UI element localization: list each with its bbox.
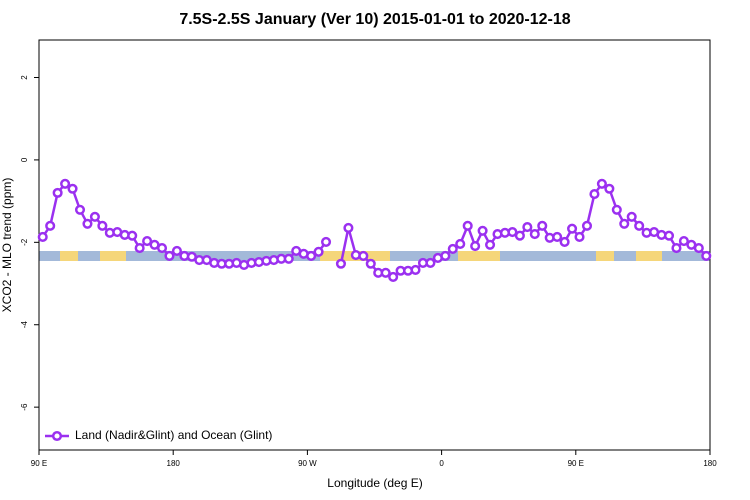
point xyxy=(425,257,436,268)
point xyxy=(388,271,399,282)
point xyxy=(440,250,451,261)
point xyxy=(589,189,600,200)
point xyxy=(380,267,391,278)
point xyxy=(142,236,153,247)
point xyxy=(537,220,548,231)
land-band xyxy=(60,251,78,261)
point xyxy=(455,238,466,250)
y-axis-label: XCO2 - MLO trend (ppm) xyxy=(0,178,14,313)
point xyxy=(626,211,637,222)
point xyxy=(89,211,100,222)
point xyxy=(45,220,56,231)
land-band xyxy=(100,251,126,261)
y-tick-label: -4 xyxy=(20,321,29,329)
legend-marker xyxy=(51,430,63,442)
point xyxy=(97,220,108,231)
point xyxy=(567,223,578,234)
point xyxy=(447,243,458,254)
x-tick-label: 0 xyxy=(439,459,444,468)
point xyxy=(343,222,354,233)
point xyxy=(604,183,615,194)
point xyxy=(522,222,533,233)
point xyxy=(619,218,630,229)
x-tick-label: 180 xyxy=(703,459,717,468)
y-tick-label: -6 xyxy=(20,403,29,411)
point xyxy=(60,178,71,189)
point xyxy=(410,264,421,275)
x-tick-label: 180 xyxy=(167,459,181,468)
point xyxy=(365,258,376,269)
point xyxy=(470,240,481,252)
point xyxy=(693,243,704,254)
x-tick-label: 90 E xyxy=(568,459,584,468)
point xyxy=(701,250,712,261)
point xyxy=(74,204,86,215)
point xyxy=(634,220,645,231)
point xyxy=(529,229,540,240)
land-band xyxy=(636,251,662,261)
land-band xyxy=(596,251,614,261)
point xyxy=(156,243,168,254)
y-tick-label: 0 xyxy=(20,157,29,162)
point xyxy=(37,231,48,243)
point xyxy=(507,226,518,238)
point xyxy=(485,239,496,250)
point xyxy=(313,246,324,257)
legend-label: Land (Nadir&Glint) and Ocean (Glint) xyxy=(75,428,272,442)
point xyxy=(335,258,347,269)
plot-frame xyxy=(38,39,711,451)
point xyxy=(678,236,689,247)
chart-title: 7.5S-2.5S January (Ver 10) 2015-01-01 to… xyxy=(179,11,570,28)
point xyxy=(171,245,182,257)
point xyxy=(611,204,622,215)
point xyxy=(306,250,317,261)
point xyxy=(552,231,563,243)
point xyxy=(574,231,585,243)
point xyxy=(581,220,593,231)
x-tick-label: 90 E xyxy=(31,459,47,468)
point xyxy=(320,236,332,247)
point xyxy=(514,230,525,241)
x-tick-label: 90 W xyxy=(298,459,317,468)
y-tick-label: -2 xyxy=(20,238,29,246)
point xyxy=(559,236,570,247)
point xyxy=(82,218,93,229)
point xyxy=(134,243,145,254)
point xyxy=(127,230,138,241)
point xyxy=(671,243,682,254)
x-axis-label: Longitude (deg E) xyxy=(327,476,422,490)
point xyxy=(462,220,473,231)
point xyxy=(477,225,488,236)
point xyxy=(164,250,175,261)
point xyxy=(283,253,294,264)
point xyxy=(67,183,78,194)
point xyxy=(52,187,63,198)
y-tick-label: 2 xyxy=(20,75,29,80)
point xyxy=(596,178,607,189)
point xyxy=(663,230,675,241)
land-band xyxy=(458,251,500,261)
point xyxy=(358,250,369,261)
